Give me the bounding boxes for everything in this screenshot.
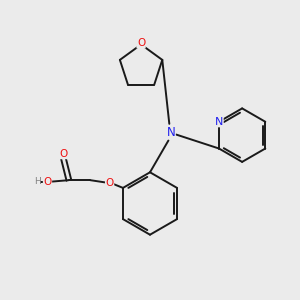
Text: N: N	[215, 117, 223, 127]
Text: O: O	[106, 178, 114, 188]
Text: H: H	[34, 177, 41, 186]
Text: N: N	[167, 126, 175, 139]
Text: O: O	[44, 177, 52, 187]
Text: O: O	[59, 149, 68, 159]
Text: O: O	[137, 38, 145, 48]
